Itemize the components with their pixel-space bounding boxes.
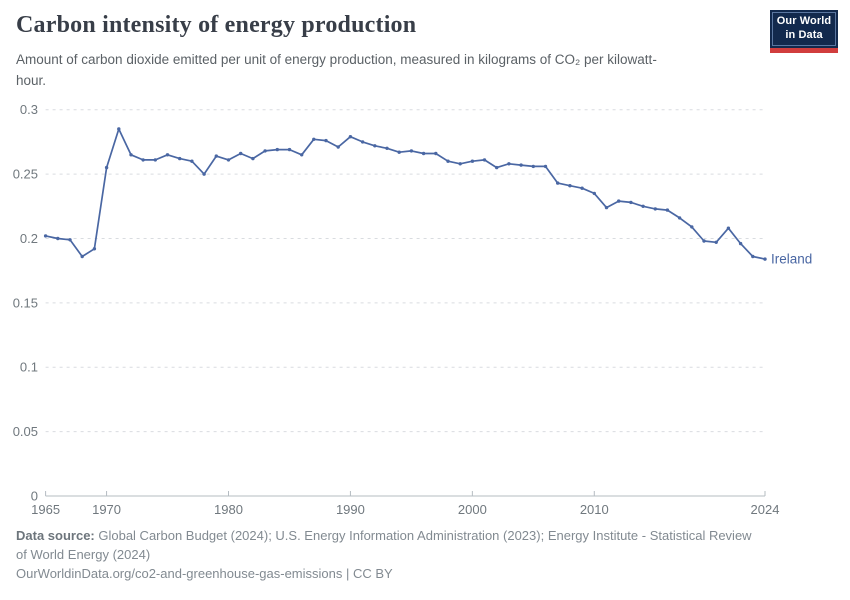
data-point-marker[interactable]: [677, 216, 682, 220]
data-point-marker[interactable]: [348, 135, 353, 139]
data-point-marker[interactable]: [165, 153, 170, 157]
data-point-marker[interactable]: [470, 159, 475, 163]
data-point-marker[interactable]: [434, 151, 438, 156]
chart-subtitle: Amount of carbon dioxide emitted per uni…: [16, 52, 657, 88]
owid-logo-line1: Our World: [776, 15, 832, 28]
data-point-marker[interactable]: [336, 145, 340, 149]
data-source-line: Data source: Global Carbon Budget (2024)…: [16, 527, 761, 565]
data-point-marker[interactable]: [617, 199, 621, 203]
y-axis-tick-label: 0.15: [13, 295, 38, 310]
data-point-marker[interactable]: [690, 225, 694, 229]
data-point-marker[interactable]: [226, 158, 231, 162]
chart-footer: Data source: Global Carbon Budget (2024)…: [16, 527, 761, 584]
owid-logo-line2: in Data: [785, 29, 823, 41]
data-point-marker[interactable]: [604, 205, 609, 210]
owid-logo-text: Our World in Data: [772, 12, 836, 46]
data-point-marker[interactable]: [519, 163, 523, 167]
owid-logo[interactable]: Our World in Data: [770, 10, 838, 53]
data-point-marker[interactable]: [300, 153, 304, 157]
data-point-marker[interactable]: [531, 164, 535, 169]
y-axis-tick-label: 0.3: [20, 102, 38, 117]
data-point-marker[interactable]: [104, 165, 109, 170]
data-point-marker[interactable]: [385, 146, 389, 150]
data-point-marker[interactable]: [68, 238, 72, 242]
data-point-marker[interactable]: [409, 149, 414, 153]
data-point-marker[interactable]: [117, 127, 121, 131]
data-point-marker[interactable]: [580, 186, 584, 190]
data-point-marker[interactable]: [373, 144, 377, 148]
x-axis-tick-label: 2024: [751, 502, 780, 517]
data-point-marker[interactable]: [751, 254, 755, 259]
data-point-marker[interactable]: [239, 151, 243, 156]
page-title: Carbon intensity of energy production: [16, 12, 417, 38]
data-point-marker[interactable]: [641, 204, 645, 208]
data-point-marker[interactable]: [129, 153, 133, 157]
footer-link[interactable]: OurWorldinData.org/co2-and-greenhouse-ga…: [16, 565, 393, 581]
data-point-marker[interactable]: [702, 239, 706, 243]
ireland-line-series: [44, 128, 766, 260]
data-point-marker[interactable]: [592, 191, 596, 196]
data-point-marker[interactable]: [714, 240, 718, 244]
data-point-marker[interactable]: [275, 147, 279, 152]
data-point-marker[interactable]: [397, 150, 401, 154]
data-point-marker[interactable]: [287, 147, 292, 152]
data-source-label: Data source:: [16, 528, 95, 543]
x-axis-tick-label: 2010: [580, 502, 609, 517]
y-axis-tick-label: 0.2: [20, 231, 38, 246]
data-point-marker[interactable]: [43, 234, 48, 238]
y-axis-tick-label: 0.1: [20, 360, 38, 375]
data-point-marker[interactable]: [190, 159, 194, 163]
data-point-marker[interactable]: [507, 162, 511, 166]
data-point-marker[interactable]: [178, 156, 182, 161]
x-axis-tick-label: 1970: [92, 502, 121, 517]
data-point-marker[interactable]: [312, 137, 316, 141]
data-point-marker[interactable]: [92, 247, 97, 251]
data-point-marker[interactable]: [141, 158, 145, 162]
x-axis-tick-label: 1965: [31, 502, 60, 517]
data-point-marker[interactable]: [629, 200, 633, 205]
owid-logo-redbar: [770, 48, 838, 53]
y-axis-tick-label: 0.25: [13, 167, 38, 182]
data-point-marker[interactable]: [738, 241, 743, 246]
data-point-marker[interactable]: [251, 156, 255, 161]
entity-label-ireland[interactable]: Ireland: [771, 252, 812, 267]
data-point-marker[interactable]: [726, 226, 731, 230]
data-point-marker[interactable]: [763, 257, 767, 261]
x-axis-tick-label: 2000: [458, 502, 487, 517]
x-axis-tick-label: 1980: [214, 502, 243, 517]
data-point-marker[interactable]: [202, 172, 206, 176]
data-point-marker[interactable]: [80, 254, 84, 259]
data-point-marker[interactable]: [495, 165, 499, 170]
y-axis-tick-label: 0: [31, 489, 38, 504]
data-point-marker[interactable]: [153, 158, 157, 162]
line-chart[interactable]: 0 0.05 0.1 0.15 0.2 0.25 0.3 1965 1970 1980 1990 20…: [0, 96, 850, 520]
data-point-marker[interactable]: [556, 181, 560, 185]
data-source-text: Global Carbon Budget (2024); U.S. Energy…: [16, 528, 752, 562]
data-point-marker[interactable]: [568, 184, 572, 188]
data-point-marker[interactable]: [360, 140, 365, 144]
data-point-marker[interactable]: [263, 149, 267, 153]
line-chart-svg[interactable]: 0 0.05 0.1 0.15 0.2 0.25 0.3 1965 1970 1980 1990 20…: [0, 96, 850, 520]
data-point-marker[interactable]: [458, 162, 462, 166]
data-point-marker[interactable]: [214, 154, 218, 158]
data-point-marker[interactable]: [56, 236, 60, 241]
x-axis-tick-label: 1990: [336, 502, 365, 517]
data-point-marker[interactable]: [482, 158, 487, 162]
y-axis-tick-label: 0.05: [13, 424, 38, 439]
data-point-marker[interactable]: [324, 138, 328, 143]
data-point-marker[interactable]: [543, 164, 548, 169]
data-point-marker[interactable]: [665, 208, 670, 212]
data-point-marker[interactable]: [653, 207, 657, 211]
data-point-marker[interactable]: [421, 151, 426, 156]
data-point-marker[interactable]: [446, 159, 450, 163]
